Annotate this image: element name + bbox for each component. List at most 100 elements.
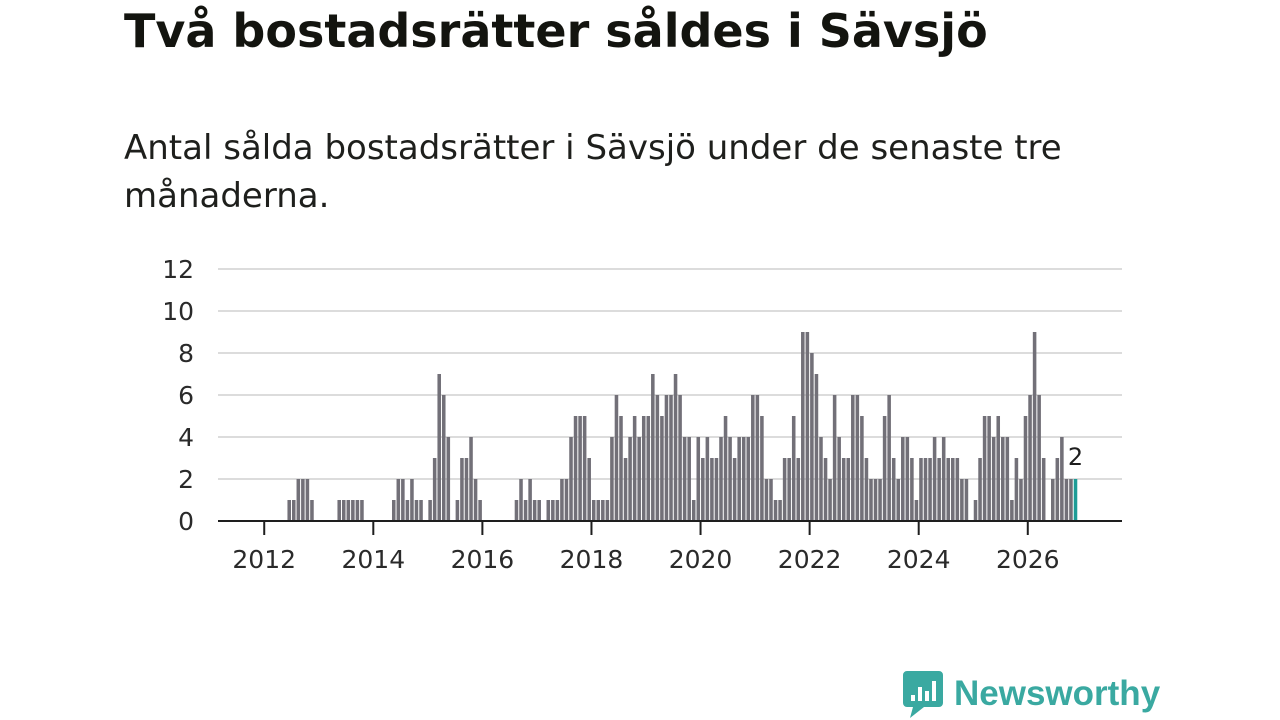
bar (601, 500, 605, 521)
bar (673, 374, 678, 521)
bar (878, 479, 882, 521)
bar (1010, 500, 1014, 521)
x-tick-label: 2014 (341, 545, 405, 574)
bar (769, 479, 773, 521)
x-tick-label: 2026 (996, 545, 1060, 574)
bar (755, 395, 760, 521)
bar (837, 437, 841, 521)
bar (1051, 479, 1055, 521)
bar (351, 500, 355, 521)
bar (928, 458, 932, 521)
bar (1019, 479, 1023, 521)
bar (991, 437, 996, 521)
bar (337, 500, 341, 521)
bar (978, 458, 982, 521)
bar (301, 479, 305, 521)
bar (596, 500, 601, 521)
bar (1064, 479, 1069, 521)
bar (973, 500, 978, 521)
bar (1055, 458, 1060, 521)
bar-latest (1073, 479, 1078, 521)
x-tick-label: 2016 (451, 545, 515, 574)
bar (446, 437, 451, 521)
bar (723, 416, 728, 521)
bar (587, 458, 591, 521)
x-tick-label: 2018 (560, 545, 624, 574)
bar (851, 395, 855, 521)
bar (732, 458, 737, 521)
bar (432, 458, 437, 521)
bar (410, 479, 414, 521)
y-axis-labels: 0 2 4 6 8 10 12 (162, 255, 194, 536)
bar (523, 500, 528, 521)
bar (655, 395, 660, 521)
bar (660, 416, 664, 521)
last-value-label: 2 (1068, 443, 1083, 471)
y-tick-label: 0 (178, 507, 194, 536)
bar (401, 479, 405, 521)
bar (1001, 437, 1005, 521)
bar (528, 479, 532, 521)
bar (573, 416, 578, 521)
bar (664, 395, 669, 521)
bar (828, 479, 832, 521)
bar (737, 437, 741, 521)
bar (951, 458, 955, 521)
y-tick-label: 2 (178, 465, 194, 494)
bar (719, 437, 723, 521)
bar (805, 332, 810, 521)
bar (791, 416, 796, 521)
bar (964, 479, 969, 521)
bar (764, 479, 769, 521)
bar (714, 458, 719, 521)
x-tick-label: 2024 (887, 545, 951, 574)
y-tick-label: 10 (162, 297, 194, 326)
x-tick-label: 2020 (669, 545, 733, 574)
y-tick-label: 12 (162, 255, 194, 284)
bar (869, 479, 873, 521)
bar (682, 437, 687, 521)
bar (751, 395, 755, 521)
newsworthy-icon (903, 671, 943, 718)
bar (864, 458, 869, 521)
bar (419, 500, 423, 521)
bar (832, 395, 837, 521)
bar (901, 437, 905, 521)
bar (551, 500, 555, 521)
y-tick-label: 6 (178, 381, 194, 410)
bar (669, 395, 673, 521)
bar (469, 437, 473, 521)
bar (455, 500, 460, 521)
bar (987, 416, 991, 521)
bar (778, 500, 782, 521)
bar (1037, 395, 1041, 521)
bar (787, 458, 791, 521)
bar (582, 416, 587, 521)
bar (287, 500, 291, 521)
bar (741, 437, 746, 521)
bar (687, 437, 691, 521)
bar (473, 479, 478, 521)
bar (728, 437, 732, 521)
bar (591, 500, 596, 521)
bar (782, 458, 787, 521)
bar (823, 458, 828, 521)
bar (955, 458, 960, 521)
bar (460, 458, 464, 521)
bar (887, 395, 891, 521)
bar (946, 458, 951, 521)
bar (341, 500, 346, 521)
bar (678, 395, 682, 521)
chart-subtitle: Antal sålda bostadsrätter i Sävsjö under… (124, 128, 1062, 216)
bar (914, 500, 919, 521)
bar (1005, 437, 1010, 521)
bar (546, 500, 551, 521)
bar (855, 395, 860, 521)
bar (632, 416, 637, 521)
bar (537, 500, 541, 521)
x-axis-labels: 2012 2014 2016 2018 2020 2022 2024 2026 (232, 521, 1060, 574)
bar (801, 332, 805, 521)
bar (296, 479, 301, 521)
bar (414, 500, 419, 521)
